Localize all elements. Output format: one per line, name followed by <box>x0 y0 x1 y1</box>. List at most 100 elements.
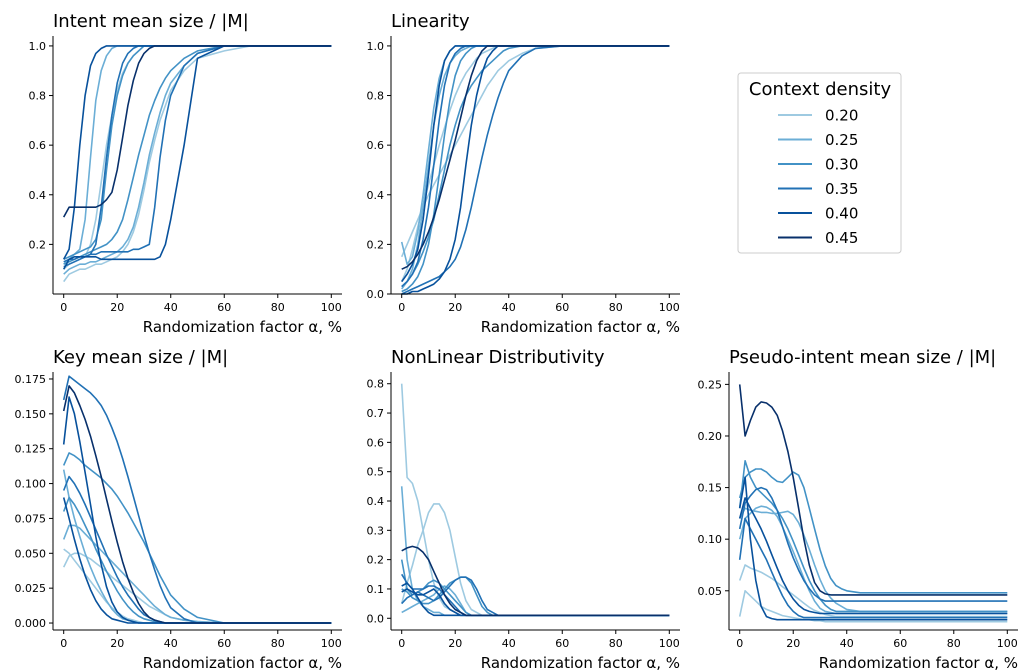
x-tick-label: 60 <box>217 637 231 650</box>
series-line <box>62 475 332 624</box>
y-tick-label: 0.25 <box>698 378 723 391</box>
series-line <box>63 45 332 283</box>
legend-frame <box>737 72 902 254</box>
series-line <box>62 45 332 260</box>
y-tick-label: 0.6 <box>367 436 385 449</box>
y-tick-label: 0.025 <box>15 582 47 595</box>
x-tick-label: 0 <box>736 637 743 650</box>
legend-label: 0.40 <box>825 205 858 223</box>
y-tick-label: 0.5 <box>367 466 385 479</box>
chart-title: NonLinear Distributivity <box>391 347 605 368</box>
series-line <box>62 45 332 218</box>
legend-label: 0.20 <box>825 107 858 125</box>
series-line <box>401 45 670 283</box>
x-tick-label: 80 <box>947 637 961 650</box>
chart-title: Pseudo-intent mean size / |M| <box>729 347 996 368</box>
series-line <box>738 505 1008 615</box>
series-line <box>63 45 332 261</box>
y-tick-label: 1.0 <box>29 40 47 53</box>
x-tick-label: 80 <box>609 301 623 314</box>
chart-panel-5: Pseudo-intent mean size / |M| 0 20 40 60 80 10… <box>698 347 1018 672</box>
x-tick-label: 60 <box>217 301 231 314</box>
x-tick-label: 20 <box>110 637 124 650</box>
y-tick-label: 0.6 <box>367 139 385 152</box>
legend-label: 0.45 <box>825 229 858 247</box>
y-tick-label: 0.4 <box>367 189 385 202</box>
series-line <box>401 45 670 290</box>
legend-label: 0.25 <box>825 131 858 149</box>
series-line <box>401 576 670 617</box>
x-tick-label: 100 <box>997 637 1018 650</box>
series-line <box>62 452 332 624</box>
x-tick-label: 80 <box>609 637 623 650</box>
x-tick-label: 20 <box>448 637 462 650</box>
series-line <box>738 468 1008 594</box>
x-tick-label: 0 <box>398 301 405 314</box>
y-tick-label: 0.7 <box>367 407 385 420</box>
y-tick-label: 1.0 <box>367 40 385 53</box>
y-tick-label: 0.100 <box>15 478 47 491</box>
series-line <box>62 45 332 270</box>
x-tick-label: 0 <box>60 637 67 650</box>
x-axis-label: Randomization factor α, % <box>143 654 342 672</box>
y-tick-label: 0.125 <box>15 443 47 456</box>
legend-entry: 0.30 <box>778 156 858 174</box>
y-tick-label: 0.150 <box>15 408 47 421</box>
y-tick-label: 0.2 <box>367 238 385 251</box>
y-tick-label: 0.2 <box>29 238 47 251</box>
legend: Context density 0.20 0.25 0.30 0.35 0.40 0.45 <box>737 72 902 254</box>
legend-label: 0.30 <box>825 156 858 174</box>
y-tick-label: 0.3 <box>367 524 385 537</box>
chart-panel-3: Key mean size / |M| 0 20 40 60 80 100 0.000 0.02… <box>15 347 342 672</box>
x-tick-label: 0 <box>60 301 67 314</box>
y-tick-label: 0.1 <box>367 583 385 596</box>
x-tick-label: 60 <box>555 301 569 314</box>
chart-title: Intent mean size / |M| <box>53 11 249 32</box>
y-tick-label: 0.2 <box>367 554 385 567</box>
y-tick-label: 0.0 <box>367 288 385 301</box>
x-tick-label: 40 <box>840 637 854 650</box>
legend-entry: 0.45 <box>778 229 858 247</box>
series-line <box>400 383 670 617</box>
y-tick-label: 0.05 <box>698 585 723 598</box>
x-tick-label: 40 <box>502 637 516 650</box>
x-tick-label: 60 <box>555 637 569 650</box>
x-tick-label: 100 <box>321 637 342 650</box>
series-line <box>401 576 670 617</box>
series-line <box>401 45 670 288</box>
x-axis-label: Randomization factor α, % <box>481 654 680 672</box>
legend-entry: 0.40 <box>778 205 858 223</box>
y-tick-label: 0.15 <box>698 482 723 495</box>
legend-label: 0.35 <box>825 180 858 198</box>
y-tick-label: 0.4 <box>29 189 47 202</box>
legend-entry: 0.25 <box>778 131 858 149</box>
y-tick-label: 0.8 <box>29 90 47 103</box>
series-line <box>738 517 1008 619</box>
x-tick-label: 40 <box>164 637 178 650</box>
y-tick-label: 0.10 <box>698 533 723 546</box>
x-tick-label: 40 <box>502 301 516 314</box>
series-line <box>62 396 332 624</box>
x-tick-label: 80 <box>271 637 285 650</box>
series-line <box>738 497 1008 615</box>
series-line <box>63 45 332 270</box>
y-tick-label: 0.6 <box>29 139 47 152</box>
series-line <box>401 545 670 617</box>
legend-entry: 0.20 <box>778 107 858 125</box>
series-line <box>62 497 332 624</box>
chart-panel-1: Intent mean size / |M| 0 20 40 60 80 100 0.2 0.4… <box>29 11 342 336</box>
chart-title: Linearity <box>391 11 470 32</box>
x-tick-label: 100 <box>659 301 680 314</box>
chart-title: Key mean size / |M| <box>53 347 228 368</box>
series-line <box>62 496 332 624</box>
series-line <box>738 507 1008 613</box>
series-line <box>62 375 332 624</box>
x-tick-label: 80 <box>271 301 285 314</box>
series-line <box>63 45 332 268</box>
series-line <box>401 45 670 288</box>
series-line <box>63 45 332 265</box>
x-tick-label: 20 <box>786 637 800 650</box>
series-line <box>738 564 1008 618</box>
y-tick-label: 0.4 <box>367 495 385 508</box>
